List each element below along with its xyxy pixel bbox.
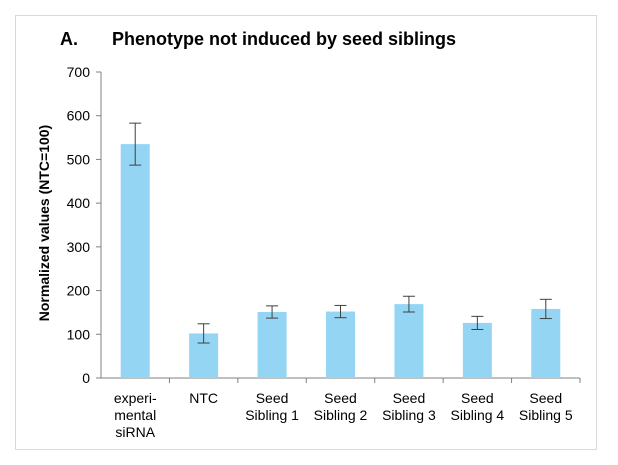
x-tick-label: NTC bbox=[189, 390, 218, 406]
bar bbox=[257, 311, 287, 378]
chart-title: Phenotype not induced by seed siblings bbox=[112, 29, 457, 49]
x-tick-label: Seed Sibling 4 bbox=[451, 390, 505, 423]
bar bbox=[394, 304, 424, 378]
x-tick-label: Seed Sibling 3 bbox=[382, 390, 436, 423]
x-tick-label: Seed Sibling 1 bbox=[245, 390, 299, 423]
y-tick-label: 300 bbox=[67, 239, 91, 255]
bar bbox=[531, 308, 561, 378]
bar bbox=[326, 311, 355, 378]
y-tick-label: 400 bbox=[67, 195, 91, 211]
y-tick-label: 100 bbox=[67, 326, 91, 342]
y-tick-label: 700 bbox=[67, 64, 91, 80]
bar bbox=[120, 144, 150, 378]
panel-label: A. bbox=[60, 29, 78, 49]
bar bbox=[462, 322, 492, 378]
y-tick-label: 0 bbox=[82, 370, 90, 386]
y-tick-label: 500 bbox=[67, 151, 91, 167]
x-tick-label: Seed Sibling 5 bbox=[519, 390, 573, 423]
y-tick-label: 200 bbox=[67, 283, 91, 299]
y-tick-label: 600 bbox=[67, 108, 91, 124]
x-tick-label: Seed Sibling 2 bbox=[314, 390, 368, 423]
x-tick-label: experi-mental siRNA bbox=[114, 390, 157, 440]
